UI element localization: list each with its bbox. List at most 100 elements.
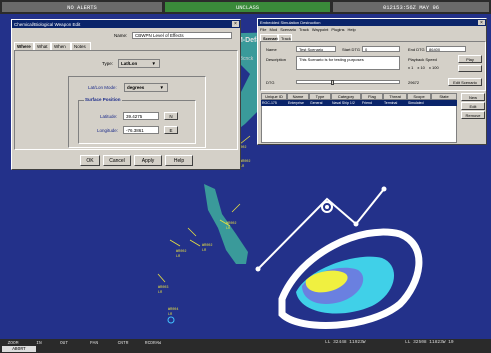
abort-button[interactable]: ABORT [2, 346, 36, 352]
type-select[interactable]: Lat/Lon ▼ [118, 59, 160, 68]
menu-file[interactable]: File [260, 27, 267, 32]
longitude-field[interactable]: -76.3861 [123, 126, 159, 134]
menu-scenario[interactable]: Scenario [280, 27, 297, 32]
column-header[interactable]: Threat [383, 93, 407, 100]
zoom-out-button[interactable]: OUT [59, 340, 69, 346]
map-label: WR002 [236, 146, 247, 150]
top-status-bar: NO ALERTS UNCLASS 012153:56Z MAY 96 [0, 0, 491, 14]
edit-button[interactable]: Edit [461, 102, 485, 110]
speed-x100-radio[interactable]: x 100 [428, 65, 439, 70]
position-group [68, 76, 206, 148]
menu-help[interactable]: Help [347, 27, 356, 32]
column-header[interactable]: Flag [361, 93, 383, 100]
map-label: LR [202, 249, 207, 253]
tab-where[interactable]: Where [14, 42, 34, 50]
new-button[interactable]: New [461, 93, 485, 101]
cursor-position-right: LL 32508 11823W 10 [405, 340, 454, 345]
sim-name-field[interactable]: Test Scenario [296, 46, 336, 52]
table-cell[interactable]: Terminal [383, 100, 407, 106]
longitude-hemisphere-button[interactable]: E [164, 126, 178, 134]
latlon-mode-select[interactable]: degrees ▼ [124, 83, 168, 92]
waypoint-marker [321, 201, 333, 213]
speed-options: x 1 x 10 x 100 [408, 65, 439, 70]
map-label: LR [176, 255, 181, 259]
close-icon[interactable]: × [478, 20, 485, 26]
classification-banner: UNCLASS [165, 2, 330, 12]
column-header[interactable]: Category [331, 93, 361, 100]
table-cell[interactable]: General [309, 100, 331, 106]
center-button[interactable]: CNTR [117, 340, 129, 346]
start-dtg-field[interactable]: 0 [362, 46, 400, 52]
playback-speed-label: Playback Speed [408, 57, 437, 62]
map-window-title: TEM-Default [228, 37, 269, 44]
menu-bar: File Mod Scenario Track Waypoint Plugins… [260, 27, 356, 32]
longitude-label: Longitude: [97, 128, 119, 133]
tab-track[interactable]: Track [278, 34, 292, 41]
zoom-in-button[interactable]: IN [36, 340, 42, 346]
menu-plugins[interactable]: Plugins [331, 27, 345, 32]
map-label: LR [158, 291, 163, 295]
simulation-titlebar[interactable]: Embedded Simulation Destruction × [258, 19, 486, 26]
table-cell[interactable]: Naval Ship 1/2 [331, 100, 361, 106]
map-label: WR002 [176, 250, 187, 254]
surface-position-group [78, 100, 196, 144]
speed-x10-radio[interactable]: x 10 [417, 65, 425, 70]
edit-scenario-button[interactable]: Edit Scenario [448, 78, 482, 86]
latitude-hemisphere-button[interactable]: N [164, 112, 178, 120]
map-label: WR003 [158, 286, 169, 290]
latitude-label: Latitude: [100, 114, 118, 119]
tab-scenario[interactable]: Scenario [260, 34, 280, 41]
tab-notes[interactable]: Notes [71, 42, 91, 50]
cbw-edit-dialog: Chemical/Biological Weapon Edit × Name: … [11, 19, 241, 170]
play-button[interactable]: Play [458, 55, 482, 63]
dtg-slider[interactable] [296, 80, 400, 85]
bottom-toolbar: ZOOM IN OUT PAN CNTR RCDRAW ABORT LL 324… [0, 339, 491, 353]
sim-name-label: Name [266, 47, 277, 52]
chevron-down-icon: ▼ [151, 61, 156, 66]
tab-when[interactable]: When [51, 42, 71, 50]
menu-waypoint[interactable]: Waypoint [311, 27, 329, 32]
close-icon[interactable]: × [232, 21, 239, 27]
zoom-button[interactable]: ZOOM [7, 340, 19, 346]
map-label: LR [240, 165, 245, 169]
menu-mod[interactable]: Mod [269, 27, 278, 32]
end-dtg-label: End DTG [408, 47, 425, 52]
column-header[interactable]: Name [287, 93, 309, 100]
simulation-title: Embedded Simulation Destruction [260, 20, 321, 25]
speed-step-button[interactable] [458, 65, 482, 72]
cbw-dialog-title: Chemical/Biological Weapon Edit [14, 21, 81, 27]
route-line [257, 188, 385, 270]
apply-button[interactable]: Apply [134, 155, 162, 166]
plume-outer [278, 228, 423, 329]
where-tab-panel [14, 50, 238, 150]
help-button[interactable]: Help [165, 155, 193, 166]
remove-button[interactable]: Remove [461, 111, 485, 119]
simulation-window: Embedded Simulation Destruction × File M… [257, 18, 487, 145]
table-cell[interactable]: Simulated [407, 100, 457, 106]
column-header[interactable]: Scope [407, 93, 431, 100]
speed-x1-radio[interactable]: x 1 [408, 65, 414, 70]
dtg-value: 29672 [408, 80, 420, 85]
name-field[interactable]: CBWPN Level of Effects [132, 32, 232, 39]
latitude-field[interactable]: 39.4275 [123, 112, 159, 120]
redraw-button[interactable]: RCDRAW [144, 340, 162, 346]
map-label: WR002 [240, 160, 251, 164]
ok-button[interactable]: OK [80, 155, 100, 166]
column-header[interactable]: Unique ID [261, 93, 287, 100]
table-cell[interactable]: ROC-175 [261, 100, 287, 106]
column-header[interactable]: Type [309, 93, 331, 100]
menu-track[interactable]: Track [299, 27, 309, 32]
tab-what[interactable]: What [34, 42, 51, 50]
latlon-mode-value: degrees [127, 85, 145, 90]
table-cell[interactable]: Friend [361, 100, 383, 106]
dtg-slider-handle[interactable] [331, 80, 334, 85]
description-field[interactable]: This Scenario is for testing purposes [296, 56, 400, 70]
column-header[interactable]: State [431, 93, 457, 100]
end-dtg-field[interactable]: 86400 [426, 46, 466, 52]
table-cell[interactable]: Enterprise [287, 100, 309, 106]
dtg-label: DTG [266, 80, 275, 85]
map-label: WR002 [202, 244, 213, 248]
cancel-button[interactable]: Cancel [103, 155, 131, 166]
cbw-dialog-titlebar[interactable]: Chemical/Biological Weapon Edit × [12, 20, 240, 28]
pan-button[interactable]: PAN [89, 340, 99, 346]
